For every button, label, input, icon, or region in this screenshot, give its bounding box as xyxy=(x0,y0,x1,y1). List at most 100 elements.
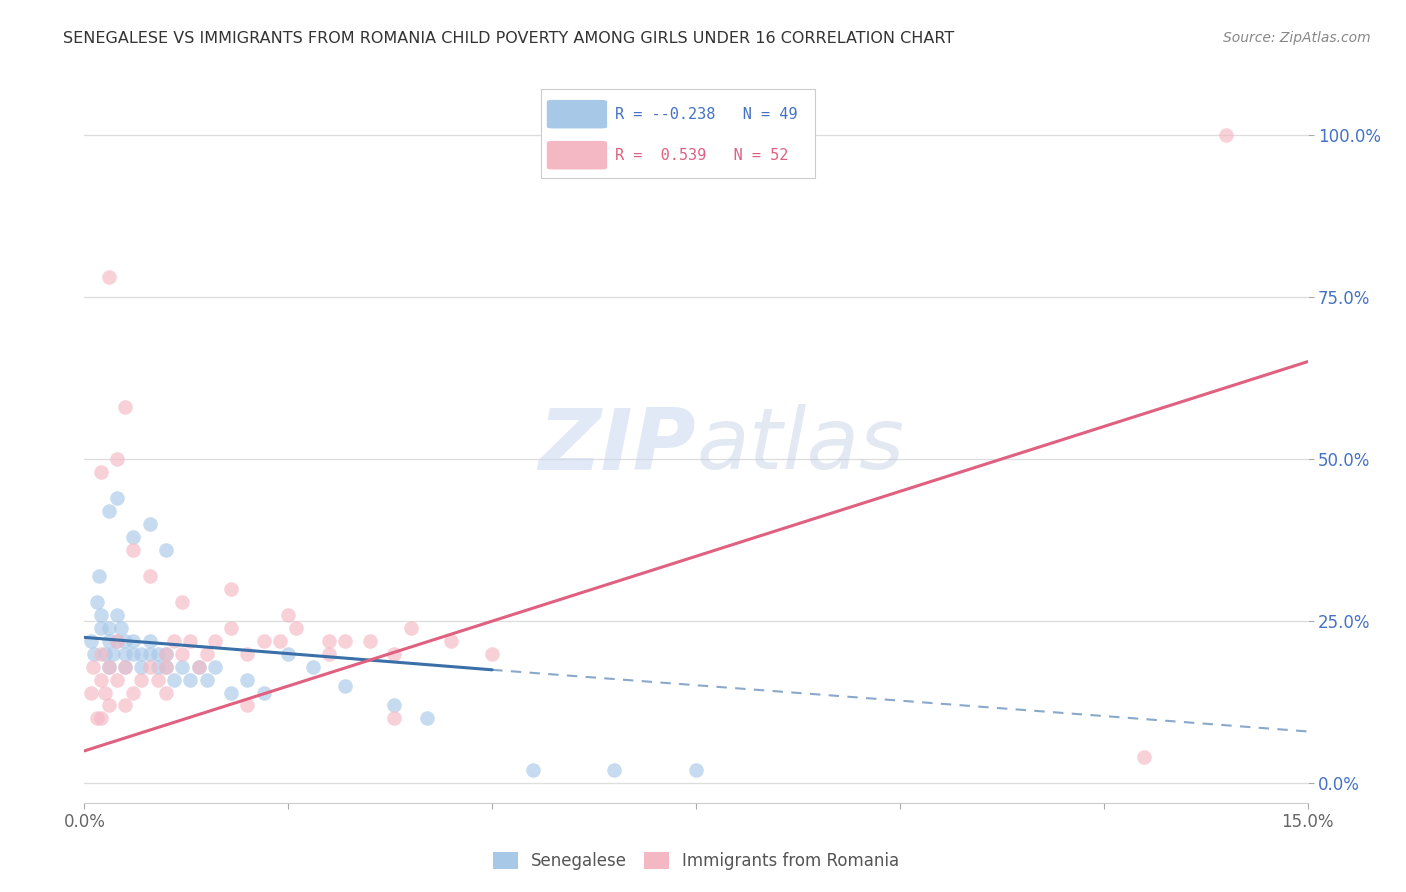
Point xyxy=(359,633,381,648)
Point xyxy=(179,633,201,648)
Point xyxy=(114,633,136,648)
Point xyxy=(87,568,110,582)
Point xyxy=(131,647,153,661)
Point xyxy=(138,659,160,673)
Point xyxy=(90,465,112,479)
Point xyxy=(93,647,117,661)
Point xyxy=(277,607,299,622)
Point xyxy=(195,647,218,661)
Point xyxy=(90,607,112,622)
Point xyxy=(80,685,103,699)
Point xyxy=(122,633,145,648)
Point xyxy=(93,685,117,699)
Point xyxy=(685,764,707,778)
Point xyxy=(122,530,145,544)
Point xyxy=(105,452,128,467)
FancyBboxPatch shape xyxy=(547,100,607,128)
Point xyxy=(155,542,177,557)
Text: R =  0.539   N = 52: R = 0.539 N = 52 xyxy=(616,148,789,162)
Point xyxy=(146,659,169,673)
Point xyxy=(172,647,194,661)
Point xyxy=(269,633,291,648)
Point xyxy=(172,595,194,609)
Point xyxy=(105,491,128,505)
Point xyxy=(277,647,299,661)
Point xyxy=(416,711,439,725)
Point xyxy=(155,659,177,673)
Point xyxy=(155,647,177,661)
Point xyxy=(101,647,124,661)
Point xyxy=(82,659,104,673)
Point xyxy=(399,621,422,635)
Point xyxy=(187,659,209,673)
Point xyxy=(105,673,128,687)
Point xyxy=(86,595,108,609)
Point xyxy=(163,633,186,648)
Point xyxy=(105,607,128,622)
Point xyxy=(301,659,323,673)
Point xyxy=(285,621,308,635)
Point xyxy=(131,659,153,673)
Point xyxy=(382,711,405,725)
Point xyxy=(131,673,153,687)
Point xyxy=(219,582,242,596)
Point xyxy=(97,698,120,713)
Point xyxy=(97,659,120,673)
Point xyxy=(318,633,340,648)
Point xyxy=(90,673,112,687)
Point xyxy=(122,542,145,557)
Point xyxy=(114,647,136,661)
Point xyxy=(114,698,136,713)
Point xyxy=(382,647,405,661)
Point xyxy=(1215,128,1237,142)
Point xyxy=(335,679,357,693)
Point xyxy=(187,659,209,673)
Point xyxy=(138,633,160,648)
Point xyxy=(97,659,120,673)
Point xyxy=(114,400,136,414)
Point xyxy=(105,633,128,648)
Text: SENEGALESE VS IMMIGRANTS FROM ROMANIA CHILD POVERTY AMONG GIRLS UNDER 16 CORRELA: SENEGALESE VS IMMIGRANTS FROM ROMANIA CH… xyxy=(63,31,955,46)
Point xyxy=(146,673,169,687)
Point xyxy=(335,633,357,648)
Point xyxy=(97,633,120,648)
Point xyxy=(382,698,405,713)
Point xyxy=(122,647,145,661)
Point xyxy=(80,633,103,648)
Point xyxy=(90,621,112,635)
Point xyxy=(97,504,120,518)
Point xyxy=(114,659,136,673)
Text: ZIP: ZIP xyxy=(538,404,696,488)
Text: R = --0.238   N = 49: R = --0.238 N = 49 xyxy=(616,107,797,121)
Point xyxy=(179,673,201,687)
Point xyxy=(219,621,242,635)
Point xyxy=(105,633,128,648)
Point xyxy=(204,633,226,648)
Legend: Senegalese, Immigrants from Romania: Senegalese, Immigrants from Romania xyxy=(486,845,905,877)
Text: atlas: atlas xyxy=(696,404,904,488)
Point xyxy=(138,647,160,661)
FancyBboxPatch shape xyxy=(547,141,607,169)
Point xyxy=(253,633,276,648)
Point xyxy=(172,659,194,673)
Point xyxy=(603,764,626,778)
Point xyxy=(110,621,132,635)
Point xyxy=(155,647,177,661)
Text: Source: ZipAtlas.com: Source: ZipAtlas.com xyxy=(1223,31,1371,45)
Point xyxy=(481,647,503,661)
Point xyxy=(138,516,160,531)
Point xyxy=(97,621,120,635)
Point xyxy=(155,659,177,673)
Point xyxy=(253,685,276,699)
Point xyxy=(90,647,112,661)
Point xyxy=(318,647,340,661)
Point xyxy=(1133,750,1156,764)
Point xyxy=(90,711,112,725)
Point xyxy=(83,647,105,661)
Point xyxy=(195,673,218,687)
Point xyxy=(219,685,242,699)
Point xyxy=(236,673,259,687)
Point xyxy=(163,673,186,687)
Point xyxy=(236,698,259,713)
Point xyxy=(97,270,120,285)
